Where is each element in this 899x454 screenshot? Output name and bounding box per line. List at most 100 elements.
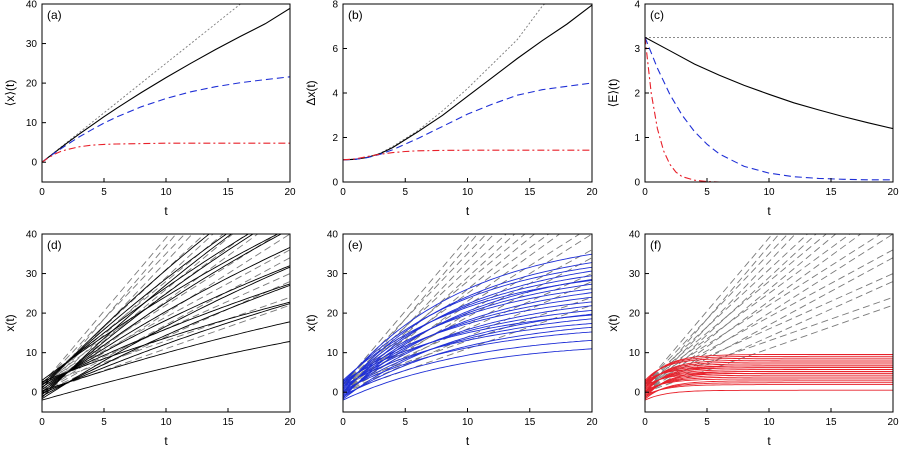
y-tick-label: 3 xyxy=(634,44,640,55)
x-tick-label: 15 xyxy=(222,187,234,198)
trajectory-line xyxy=(645,382,893,398)
axes-frame xyxy=(644,3,894,183)
x-tick-label: 5 xyxy=(101,417,107,428)
panel-e: 0 5 10 15 20 0 10 20 30 40 t x(t) (e) xyxy=(304,230,598,449)
trajectory-line xyxy=(343,313,592,400)
series-weak-damping xyxy=(645,36,893,130)
trajectory-line xyxy=(645,354,893,385)
panel-f: 0 5 10 15 20 0 10 20 30 40 t x(t) (f) xyxy=(606,230,899,449)
y-tick-label: 4 xyxy=(634,0,640,11)
axes-frame xyxy=(41,233,291,413)
y-tick-label: 4 xyxy=(332,89,338,100)
trajectory-line xyxy=(343,266,592,383)
trajectory-line xyxy=(42,234,233,398)
reference-line xyxy=(645,234,796,393)
x-tick-label: 10 xyxy=(160,187,172,198)
trajectory-line xyxy=(645,369,893,391)
y-tick-label: 0 xyxy=(634,388,640,399)
y-tick-label: 10 xyxy=(26,118,38,129)
panel-label: (e) xyxy=(348,238,363,252)
trajectory-line xyxy=(645,372,893,397)
panel-c: 0 5 10 15 20 0 1 2 3 4 t ⟨E⟩(t) (c) xyxy=(606,0,899,218)
panel-label: (a) xyxy=(47,8,62,22)
y-tick-label: 30 xyxy=(629,269,641,280)
trajectory-line xyxy=(645,378,893,392)
trajectory-line xyxy=(42,284,290,397)
trajectory-line xyxy=(645,367,893,393)
trajectory-line xyxy=(343,262,592,390)
y-tick-label: 30 xyxy=(26,39,38,50)
trajectory-line xyxy=(343,305,592,395)
x-tick-label: 10 xyxy=(763,187,775,198)
y-tick-label: 0 xyxy=(332,178,338,189)
x-tick-label: 0 xyxy=(642,187,648,198)
y-tick-label: 40 xyxy=(629,230,641,241)
reference-line xyxy=(42,234,259,393)
x-tick-label: 5 xyxy=(704,187,710,198)
x-tick-label: 5 xyxy=(101,187,107,198)
trajectory-line xyxy=(645,361,893,388)
y-tick-label: 30 xyxy=(327,269,339,280)
reference-line xyxy=(343,234,472,385)
x-tick-label: 20 xyxy=(586,187,598,198)
trajectory-line xyxy=(42,234,283,393)
y-tick-label: 0 xyxy=(634,178,640,189)
trajectory-line xyxy=(42,266,290,400)
x-tick-label: 0 xyxy=(39,187,45,198)
x-axis-label: t xyxy=(164,204,168,218)
x-tick-label: 20 xyxy=(887,187,899,198)
trajectory-line xyxy=(645,370,893,399)
y-tick-label: 40 xyxy=(26,230,38,241)
reference-line xyxy=(42,234,214,393)
y-axis-label: Δx(t) xyxy=(304,80,318,105)
reference-line xyxy=(343,234,487,385)
y-tick-label: 20 xyxy=(629,309,641,320)
trajectory-line xyxy=(343,326,592,398)
series-strong-damping xyxy=(42,142,290,163)
x-tick-label: 10 xyxy=(462,417,474,428)
y-tick-label: 10 xyxy=(327,348,339,359)
series-free xyxy=(42,4,242,163)
trajectory-line xyxy=(645,363,893,386)
x-axis-label: t xyxy=(767,204,771,218)
reference-line xyxy=(645,249,893,385)
panel-label: (b) xyxy=(348,8,363,22)
trajectory-line xyxy=(645,355,893,383)
trajectory-line xyxy=(645,357,893,381)
reference-line xyxy=(343,257,592,393)
series-strong-damping xyxy=(343,149,592,161)
trajectory-line xyxy=(645,384,893,396)
reference-line xyxy=(42,257,290,393)
trajectory-line xyxy=(42,301,290,383)
reference-line xyxy=(645,234,789,385)
trajectory-line xyxy=(343,292,592,397)
panel-b: 0 5 10 15 20 0 2 4 6 8 t Δx(t) (b) xyxy=(304,0,598,218)
y-tick-label: 0 xyxy=(31,388,37,399)
x-tick-label: 10 xyxy=(763,417,775,428)
plot-area xyxy=(343,234,592,401)
plot-area xyxy=(343,4,592,161)
trajectory-line xyxy=(343,253,592,385)
x-tick-label: 10 xyxy=(462,187,474,198)
trajectory-line xyxy=(42,321,290,392)
trajectory-line xyxy=(343,275,592,388)
trajectory-line xyxy=(42,246,290,390)
y-tick-label: 6 xyxy=(332,44,338,55)
y-tick-label: 0 xyxy=(31,158,37,169)
trajectory-line xyxy=(645,380,893,400)
trajectory-line xyxy=(42,341,290,401)
trajectory-line xyxy=(645,389,893,401)
x-axis-label: t xyxy=(466,204,470,218)
trajectory-line xyxy=(343,270,592,394)
y-tick-label: 10 xyxy=(629,348,641,359)
x-tick-label: 20 xyxy=(284,187,296,198)
trajectory-line xyxy=(343,283,592,393)
reference-line xyxy=(42,234,290,393)
trajectory-line xyxy=(42,234,279,381)
plot-area xyxy=(645,36,893,182)
trajectory-line xyxy=(42,234,254,396)
plot-area xyxy=(42,4,290,163)
series-free xyxy=(343,4,545,161)
y-tick-label: 1 xyxy=(634,133,640,144)
